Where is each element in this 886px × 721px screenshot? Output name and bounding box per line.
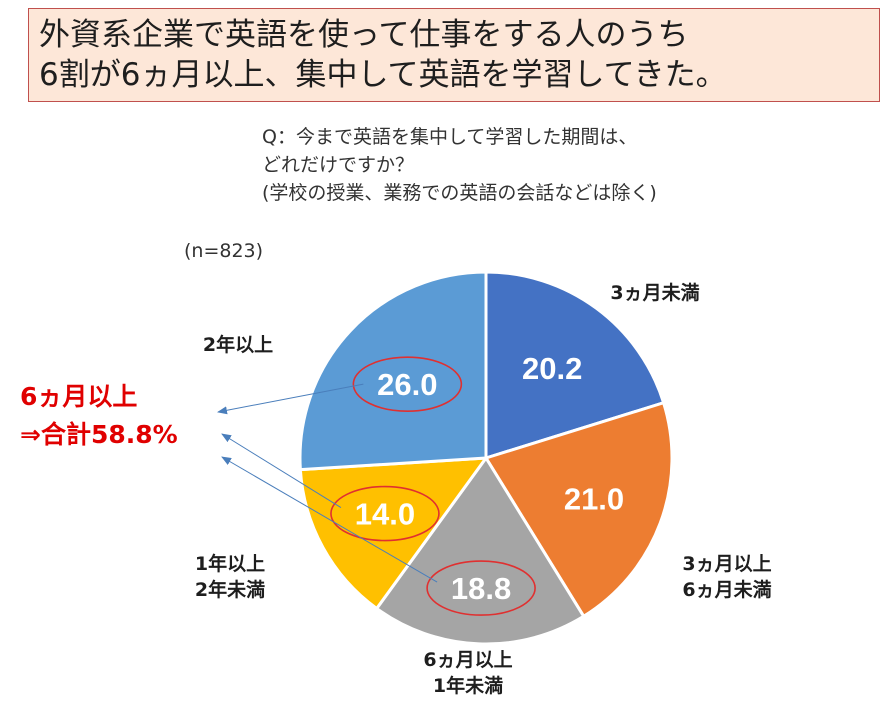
slice-category-label: 6ヵ月未満 [682, 578, 771, 601]
question-text: Q：今まで英語を集中して学習した期間は、 どれだけですか？ (学校の授業、業務で… [262, 123, 657, 207]
category-labels: 3ヵ月未満 3ヵ月以上 6ヵ月未満 6ヵ月以上 1年未満 1年以上 2年未満 2年以上 [195, 281, 772, 697]
slice-value-label: 21.0 [564, 481, 624, 516]
question-line-3: (学校の授業、業務での英語の会話などは除く) [262, 182, 657, 204]
slice-category-label: 1年以上 [195, 552, 265, 575]
highlight-ellipse [426, 560, 536, 616]
callout-line-2: ⇒合計58.8% [20, 420, 178, 449]
callout-line-1: 6ヵ月以上 [20, 382, 138, 411]
slice-category-label: 2年以上 [203, 333, 273, 356]
highlight-ellipse [330, 485, 440, 542]
value-labels: 20.2 21.0 18.8 14.0 26.0 [355, 351, 624, 606]
pie-slice [298, 270, 488, 472]
slice-category-label: 2年未満 [195, 578, 265, 601]
callout-arrow [221, 456, 438, 583]
callout-text: 6ヵ月以上 ⇒合計58.8% [20, 378, 178, 454]
callout-arrows [217, 383, 438, 583]
slice-category-label: 1年未満 [433, 674, 503, 697]
slice-value-label: 14.0 [355, 497, 415, 532]
headline-box: 外資系企業で英語を使って仕事をする人のうち 6割が6ヵ月以上、集中して英語を学習… [28, 8, 880, 102]
pie-slice [483, 400, 674, 619]
slice-category-label: 3ヵ月以上 [682, 553, 771, 575]
slice-value-label: 26.0 [377, 367, 437, 402]
callout-arrow [221, 433, 342, 508]
pie-slice [484, 270, 666, 461]
question-line-2: どれだけですか？ [262, 154, 415, 176]
slice-category-label: 6ヵ月以上 [423, 649, 512, 671]
headline-line-2: 6割が6ヵ月以上、集中して英語を学習してきた。 [39, 57, 727, 93]
callout-arrow [217, 383, 364, 415]
question-line-1: Q：今まで英語を集中して学習した期間は、 [262, 126, 638, 148]
headline-line-1: 外資系企業で英語を使って仕事をする人のうち [39, 17, 689, 53]
slice-category-label: 3ヵ月未満 [610, 281, 699, 304]
highlight-ellipse [352, 356, 463, 412]
pie-slice [298, 456, 490, 611]
slice-value-label: 18.8 [451, 571, 511, 606]
slice-value-label: 20.2 [522, 351, 582, 386]
highlight-ellipses [330, 356, 536, 616]
sample-size: (n=823) [184, 240, 264, 262]
